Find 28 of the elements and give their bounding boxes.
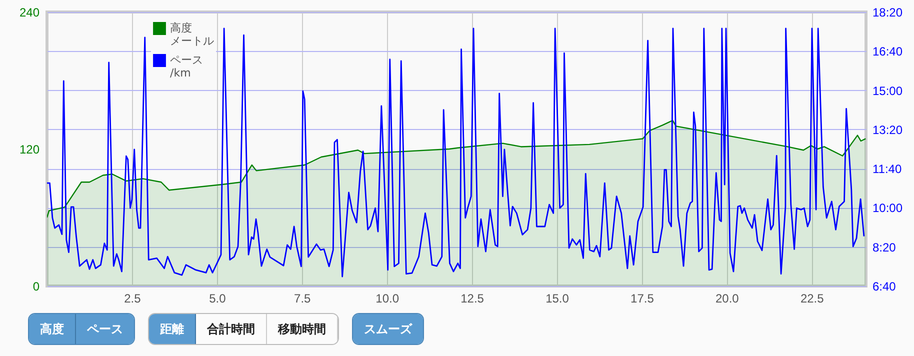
text: スムーズ [353, 314, 423, 344]
y-tick-label: 120 [19, 142, 40, 156]
y2-tick-label: 11:40 [872, 162, 902, 176]
text: ペース [76, 314, 134, 344]
text: 距離 [149, 314, 196, 344]
x-tick-label: 15.0 [546, 292, 570, 306]
legend-label: ペース/km [170, 54, 203, 80]
y2-tick-label: 15:00 [872, 84, 903, 98]
text: 移動時間 [267, 314, 338, 344]
x-tick-label: 2.5 [124, 292, 142, 306]
text: 合計時間 [196, 314, 267, 344]
y2-tick-label: 6:40 [872, 280, 896, 294]
x-tick-label: 20.0 [715, 292, 740, 306]
x-tick-label: 10.0 [376, 292, 400, 306]
x-tick-label: 12.5 [460, 292, 484, 306]
y2-tick-label: 10:00 [872, 201, 903, 216]
y2-tick-label: 13:20 [872, 122, 903, 137]
y2-tick-label: 16:40 [872, 44, 903, 59]
x-tick-label: 22.5 [800, 292, 824, 306]
x-tick-label: 17.5 [630, 292, 654, 306]
legend-label: 高度メートル [170, 22, 214, 48]
x-tick-label: 5.0 [209, 292, 226, 306]
y-tick-label: 240 [19, 6, 40, 20]
y2-tick-label: 8:20 [872, 240, 896, 254]
x-tick-label: 7.5 [294, 292, 312, 306]
y-tick-label: 0 [32, 280, 40, 294]
y2-tick-label: 18:20 [872, 6, 903, 20]
text: 高度 [29, 314, 76, 344]
